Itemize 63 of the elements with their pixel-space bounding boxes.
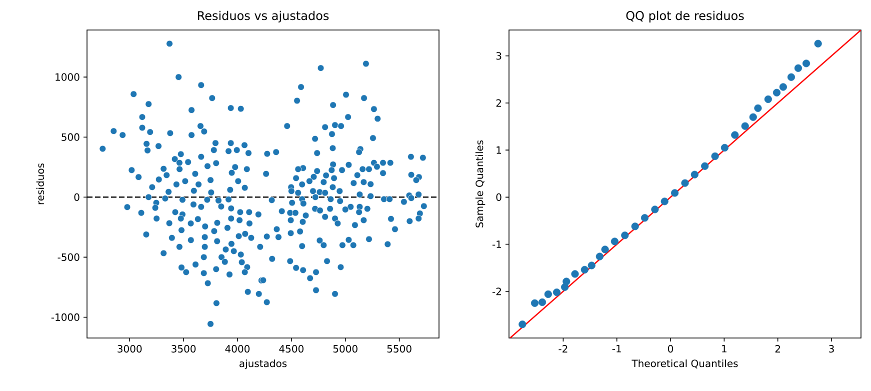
point [749,113,757,121]
point [580,266,588,274]
point [562,278,570,286]
y-tick-label: -2 [492,288,501,296]
x-tick-label: 3500 [172,345,196,353]
point [610,238,619,246]
point [772,88,781,96]
y-tick-label: 0 [496,193,502,201]
y-tick-label: 3 [496,52,502,60]
x-tick-label: -1 [612,345,621,352]
y-tick-label: 2 [496,99,501,107]
x-tick-label: -2 [558,345,568,352]
y-tick-label: -1 [492,240,502,248]
x-tick-label: 4500 [279,345,304,353]
point [651,206,659,214]
point [731,131,739,139]
y-tick-label: 500 [62,133,80,141]
y-tick-label: 1000 [56,73,80,81]
point [690,170,698,178]
point [571,270,579,278]
chart-title: Residuos vs ajustados [198,10,329,22]
point [779,83,787,91]
x-tick-label: 5500 [387,345,412,353]
point [794,64,802,72]
point [530,299,539,307]
point [596,252,604,260]
x-tick-label: 5000 [333,345,358,353]
x-axis-title: ajustados [240,359,287,370]
x-tick-label: 1 [722,345,726,352]
y-tick-label: -500 [58,253,80,261]
x-tick-label: 0 [668,345,674,353]
point [631,222,639,230]
x-tick-label: 4000 [225,345,250,353]
point [601,246,609,254]
point [681,179,689,187]
point [660,198,668,206]
point [538,298,546,306]
x-axis-title: Theoretical Quantiles [632,359,738,368]
point [711,152,719,160]
point [640,214,649,222]
point [754,104,762,112]
point [720,144,729,152]
point [518,320,526,328]
point [544,290,552,298]
chart-title: QQ plot de residuos [626,10,744,22]
x-tick-label: 3000 [118,345,142,353]
y-axis-title: Sample Quantiles [475,140,486,228]
x-tick-label: 3 [829,345,834,353]
point [764,95,772,104]
y-tick-label: 0 [74,193,80,201]
point [814,40,822,48]
point [741,122,749,130]
y-axis-title: residuos [36,163,44,204]
point [588,262,596,270]
y-tick-label: 1 [496,146,502,154]
point [701,162,709,170]
point [621,232,629,240]
point [787,73,796,81]
x-tick-label: 2 [775,345,780,352]
point [802,60,810,68]
point [671,189,679,197]
y-tick-label: -1000 [51,313,80,321]
point [552,288,561,296]
